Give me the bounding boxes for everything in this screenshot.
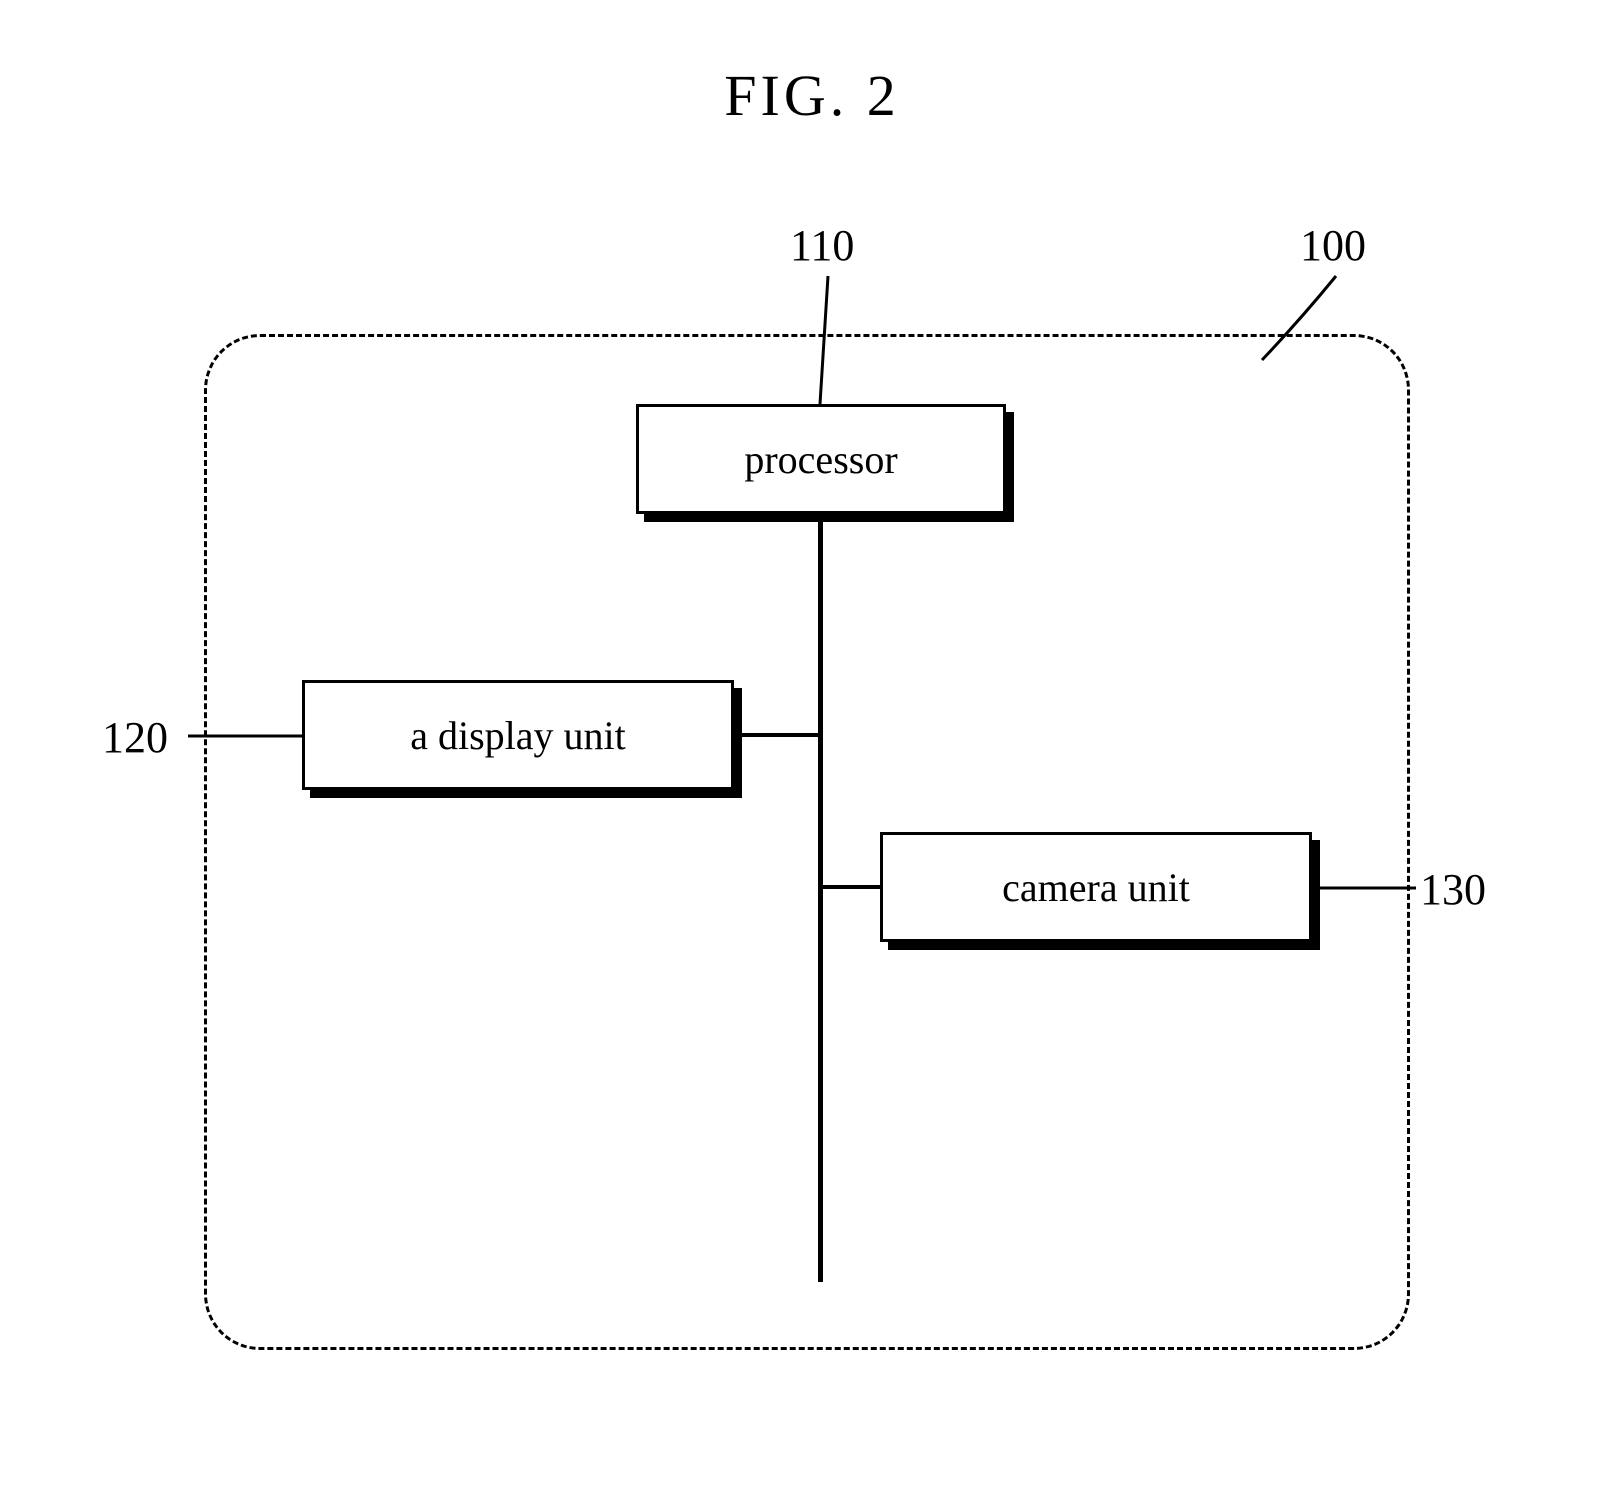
leader-130: [0, 0, 1624, 1512]
figure-canvas: FIG. 2 100 110 120 130 processor a displ…: [0, 0, 1624, 1512]
